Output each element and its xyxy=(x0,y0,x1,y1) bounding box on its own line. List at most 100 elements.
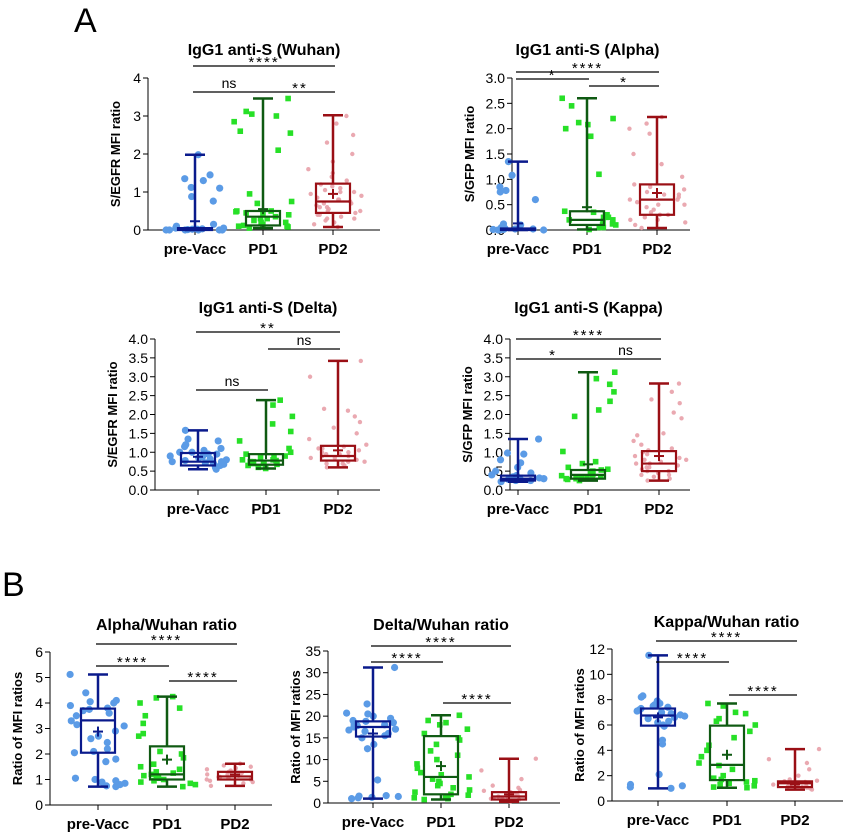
data-point xyxy=(644,451,650,457)
data-point xyxy=(596,171,602,178)
data-point xyxy=(187,780,194,787)
data-point xyxy=(639,472,644,478)
data-point xyxy=(359,193,364,198)
data-point xyxy=(285,95,291,102)
data-point xyxy=(350,151,355,157)
y-tick-label: 3.0 xyxy=(486,70,506,86)
x-tick-label: PD1 xyxy=(152,816,181,832)
box-pd2 xyxy=(479,756,539,804)
data-point xyxy=(639,225,644,231)
data-point xyxy=(667,784,675,792)
data-point xyxy=(306,436,312,442)
box-iqr xyxy=(79,707,117,754)
chart-igg1-anti-s-delta-: IgG1 anti-S (Delta) 0.0 0.5 1.0 1.5 2.0 2.5 3.0… xyxy=(105,300,380,518)
data-point xyxy=(324,461,329,466)
significance-label: **** xyxy=(677,650,708,667)
data-point xyxy=(807,767,812,772)
y-axis-label: S/EGFR MFI ratio xyxy=(108,101,123,207)
data-point xyxy=(231,118,237,125)
y-tick-label: 0.0 xyxy=(129,482,149,498)
data-point xyxy=(135,733,142,739)
y-axis-label: Ratio of MFI ratios xyxy=(10,672,25,785)
data-point xyxy=(233,208,239,215)
data-point xyxy=(90,747,98,756)
data-point xyxy=(434,756,440,763)
data-point xyxy=(520,450,528,458)
data-point xyxy=(657,708,666,716)
box-pd1 xyxy=(559,95,619,233)
data-point xyxy=(421,796,428,803)
data-point xyxy=(346,450,351,455)
data-point xyxy=(744,784,750,791)
y-tick-label: 2.0 xyxy=(484,407,504,423)
data-point xyxy=(499,220,508,228)
y-tick-label: 2.5 xyxy=(484,388,504,404)
chart-title: IgG1 anti-S (Alpha) xyxy=(516,42,660,59)
data-point xyxy=(732,709,739,716)
data-point xyxy=(362,459,367,464)
data-point xyxy=(645,478,650,483)
data-point xyxy=(669,389,675,395)
x-tick-label: pre-Vacc xyxy=(487,241,550,258)
y-tick-label: 5 xyxy=(313,773,321,789)
y-tick-label: 2.0 xyxy=(129,407,149,423)
data-point xyxy=(316,446,321,451)
data-point xyxy=(334,121,339,126)
significance-label: * xyxy=(620,74,628,91)
data-point xyxy=(184,435,192,443)
box-pd2 xyxy=(631,381,689,483)
box-pd1 xyxy=(696,700,759,791)
data-point xyxy=(678,782,686,790)
y-axis-label: Ratio of MFI ratios xyxy=(572,668,587,781)
y-tick-label: 20 xyxy=(305,708,321,724)
data-point xyxy=(102,758,110,766)
y-tick-label: 25 xyxy=(305,686,321,702)
data-point xyxy=(289,413,296,420)
y-tick-label: 35 xyxy=(305,643,321,659)
significance-label: ns xyxy=(618,342,633,358)
data-point xyxy=(632,182,637,187)
y-tick-label: 3.5 xyxy=(484,350,504,366)
data-point xyxy=(596,224,603,231)
y-tick-label: 6 xyxy=(597,717,605,733)
data-point xyxy=(157,748,163,755)
box-iqr xyxy=(568,210,606,227)
y-tick-label: 1 xyxy=(133,184,141,200)
box-pd1 xyxy=(231,95,295,231)
data-point xyxy=(571,413,578,420)
data-point xyxy=(386,714,395,722)
data-point xyxy=(322,187,328,193)
data-point xyxy=(751,783,758,789)
data-point xyxy=(217,444,225,453)
data-point xyxy=(176,705,183,711)
x-tick-label: PD1 xyxy=(573,501,602,518)
data-point xyxy=(235,223,242,229)
x-tick-label: pre-Vacc xyxy=(342,814,405,831)
data-point xyxy=(479,768,484,773)
data-point xyxy=(425,717,431,724)
x-tick-label: PD1 xyxy=(572,241,601,258)
data-point xyxy=(438,771,445,778)
data-point xyxy=(176,766,183,773)
y-tick-label: 3 xyxy=(35,721,43,737)
data-point xyxy=(70,749,79,757)
data-point xyxy=(595,407,602,413)
significance-label: **** xyxy=(391,650,422,667)
data-point xyxy=(153,695,160,701)
data-point xyxy=(348,795,356,803)
data-point xyxy=(140,730,147,737)
data-point xyxy=(66,701,75,710)
data-point xyxy=(138,779,144,785)
data-point xyxy=(411,794,418,801)
chart-igg1-anti-s-alpha-: IgG1 anti-S (Alpha)0.00.51.01.52.02.53.0… xyxy=(462,42,690,258)
y-axis-label: S/GFP MFI ratio xyxy=(462,106,477,203)
data-point xyxy=(86,698,94,706)
data-point xyxy=(187,183,195,192)
data-point xyxy=(587,133,594,140)
data-point xyxy=(192,781,199,788)
x-tick-label: PD2 xyxy=(644,501,673,518)
data-point xyxy=(579,460,586,467)
x-tick-label: pre-Vacc xyxy=(627,812,690,829)
data-point xyxy=(324,216,330,221)
data-point xyxy=(251,217,257,224)
